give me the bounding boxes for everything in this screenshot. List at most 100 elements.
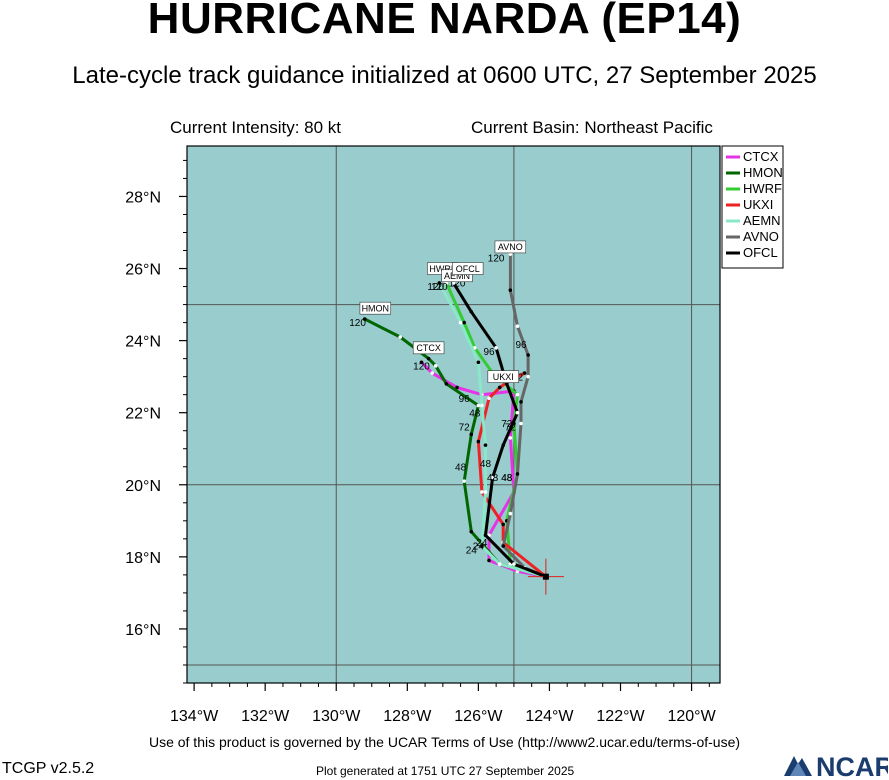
track-point-ctcx	[419, 360, 424, 365]
track-point-aemn	[476, 360, 481, 365]
track-point-avno	[515, 472, 520, 476]
initial-position-marker	[527, 558, 564, 595]
track-point-aemn	[480, 403, 484, 408]
x-tick-label: 124°W	[525, 708, 574, 725]
chart-title: HURRICANE NARDA (EP14)	[147, 0, 742, 43]
track-point-ukxi	[487, 396, 491, 401]
model-tag-ctcx: CTCX	[416, 343, 441, 353]
track-point-avno	[501, 544, 506, 548]
x-tick-label: 128°W	[383, 708, 432, 725]
current-intensity: Current Intensity: 80 kt	[170, 118, 342, 137]
forecast-hour-label: 96	[483, 347, 495, 358]
plot-frame	[186, 145, 721, 684]
model-tag-box	[487, 370, 519, 383]
track-point-hmon	[476, 403, 481, 408]
model-tag-hwrf: HWRF	[429, 264, 456, 274]
legend-box	[721, 145, 784, 269]
ncar-logo: NCAR	[784, 752, 888, 780]
track-point-hmon	[462, 479, 466, 483]
init-position-square	[542, 573, 549, 580]
track-point-aemn	[437, 281, 442, 285]
grid-lines	[187, 146, 720, 683]
forecast-hour-label: 120	[431, 282, 448, 293]
model-tag-box	[412, 341, 445, 355]
chart-subtitle: Late-cycle track guidance initialized at…	[72, 62, 817, 89]
y-tick-label: 18°N	[125, 550, 161, 567]
model-tag-avno: AVNO	[498, 242, 523, 252]
x-tick-label: 134°W	[170, 708, 219, 725]
ncar-logo-mark	[784, 756, 812, 776]
forecast-hour-label: 24	[466, 545, 478, 556]
model-tag-box	[359, 301, 392, 315]
track-point-hmon	[433, 364, 438, 368]
track-point-hmon	[426, 356, 431, 361]
track-point-hwrf	[515, 392, 520, 397]
track-point-aemn	[458, 320, 463, 325]
track-avno	[501, 252, 548, 579]
legend-label-aemn: AEMN	[743, 213, 781, 228]
legend-label-ofcl: OFCL	[743, 245, 778, 260]
track-point-ofcl	[469, 309, 474, 314]
track-point-ukxi	[476, 439, 481, 444]
forecast-hour-label: 96	[515, 340, 527, 351]
ncar-logo-text: NCAR	[816, 752, 888, 780]
track-point-ofcl	[501, 443, 506, 447]
forecast-hour-label: 48	[480, 459, 492, 470]
track-point-ukxi	[480, 490, 484, 494]
y-tick-label: 28°N	[125, 189, 161, 206]
forecast-hour-label: 48	[501, 473, 513, 484]
x-tick-label: 130°W	[312, 708, 361, 725]
y-tick-label: 20°N	[125, 478, 161, 495]
forecast-hour-label: 72	[501, 419, 513, 430]
track-point-ofcl	[483, 533, 488, 538]
track-point-avno	[519, 400, 523, 404]
model-tag-aemn: AEMN	[444, 271, 470, 281]
track-point-aemn	[483, 443, 488, 447]
track-point-hmon	[469, 432, 474, 437]
track-point-avno	[515, 324, 520, 329]
forecast-hour-label: 96	[459, 394, 471, 405]
track-point-ukxi	[501, 522, 506, 527]
legend-label-hmon: HMON	[743, 165, 783, 180]
x-tick-label: 126°W	[454, 708, 503, 725]
forecast-hour-label: 24	[473, 542, 485, 553]
track-point-ofcl	[515, 410, 520, 415]
tau-labels: 24 72 96 120 24 48 72 120 48 120 48 72 48 120 48 96 120 2…	[349, 253, 527, 556]
x-tick-label: 132°W	[241, 708, 290, 725]
track-point-ukxi	[497, 385, 502, 390]
legend-label-avno: AVNO	[743, 229, 779, 244]
track-point-ofcl	[494, 346, 498, 350]
track-point-ctcx	[487, 558, 491, 563]
plot-generated-time: Plot generated at 1751 UTC 27 September …	[316, 764, 575, 778]
x-tick-label: 122°W	[596, 708, 645, 725]
track-point-ctcx	[508, 436, 513, 440]
model-tag-ukxi: UKXI	[493, 372, 514, 382]
track-point-hwrf	[462, 320, 466, 325]
legend-label-hwrf: HWRF	[743, 181, 782, 196]
track-point-ofcl	[490, 475, 495, 480]
track-point-aemn	[497, 562, 502, 566]
track-point-ofcl	[512, 562, 516, 566]
track-point-avno	[508, 252, 513, 256]
model-tag-box	[494, 240, 527, 254]
track-point-avno	[519, 421, 523, 426]
legend-label-ukxi: UKXI	[743, 197, 773, 212]
current-basin: Current Basin: Northeast Pacific	[471, 118, 713, 137]
track-point-hmon	[362, 317, 367, 321]
track-point-ofcl	[505, 382, 509, 386]
model-tag-hmon: HMON	[362, 303, 390, 313]
track-point-ctcx	[430, 371, 434, 375]
y-tick-label: 22°N	[125, 406, 161, 423]
y-tick-label: 26°N	[125, 262, 161, 279]
legend-label-ctcx: CTCX	[743, 149, 779, 164]
forecast-hour-label: 24	[476, 538, 488, 549]
model-tag-box	[452, 262, 484, 275]
forecast-hour-label: 48	[469, 408, 481, 419]
track-point-aemn	[483, 490, 488, 494]
axis-ticks: 134°W 132°W 130°W 128°W 126°W 124°W 122°W 120°W…	[125, 159, 717, 725]
forecast-hour-label: 120	[349, 318, 366, 329]
track-point-hmon	[469, 529, 474, 534]
ocean-background	[187, 146, 720, 683]
